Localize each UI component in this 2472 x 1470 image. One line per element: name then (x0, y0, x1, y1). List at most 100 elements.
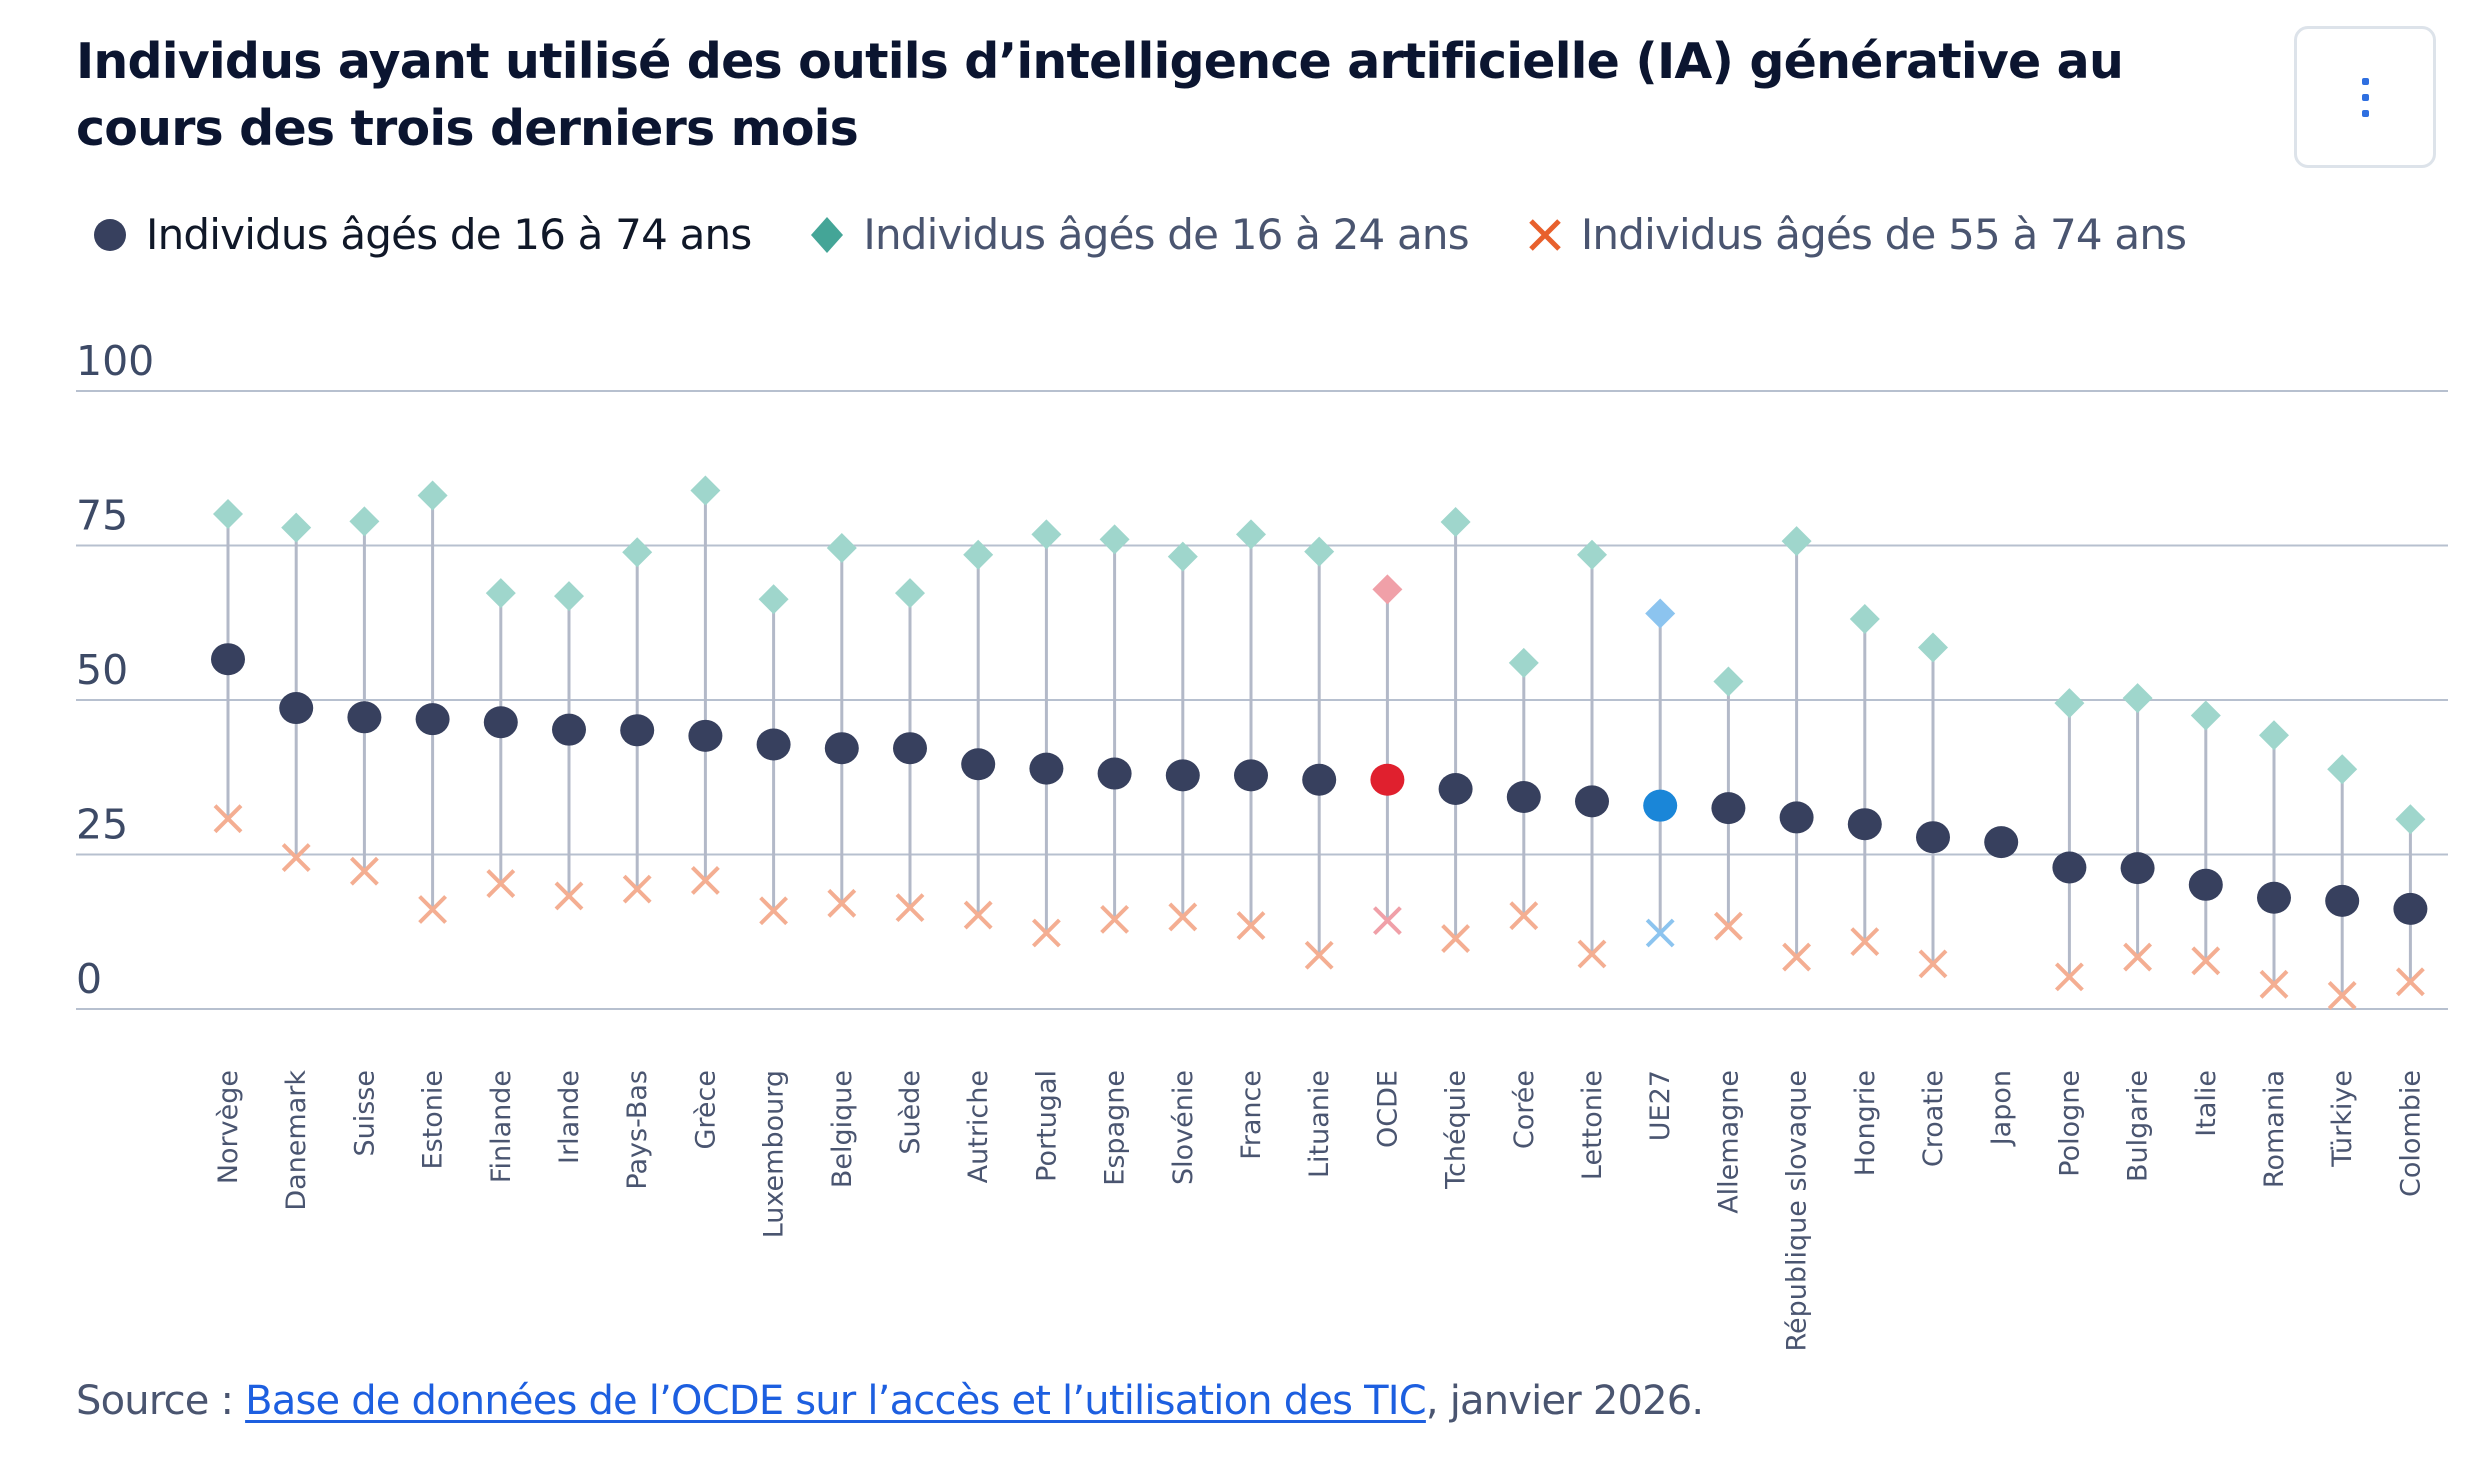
x-category-label: Autriche (963, 1070, 994, 1183)
point-55-74-25 (1918, 949, 1948, 979)
circle-marker-icon (94, 218, 126, 251)
point-16-74-22 (1711, 792, 1746, 825)
point-55-74-6 (622, 874, 652, 904)
point-55-74-2 (349, 856, 379, 886)
point-16-24-6 (622, 537, 653, 568)
point-16-74-31 (2325, 884, 2360, 917)
point-16-74-25 (1916, 821, 1950, 854)
point-55-74-22 (1713, 911, 1743, 941)
point-16-74-1 (279, 692, 314, 725)
point-16-74-28 (2120, 852, 2155, 885)
point-16-24-30 (2259, 720, 2289, 751)
legend-label: Individus âgés de 16 à 74 ans (146, 210, 752, 259)
point-16-24-4 (485, 578, 516, 609)
x-category-label: Luxembourg (759, 1070, 790, 1238)
source-prefix: Source : (76, 1378, 246, 1424)
point-16-24-25 (1918, 632, 1948, 663)
point-16-24-29 (2190, 700, 2221, 731)
point-55-74-7 (690, 866, 720, 895)
x-category-label: Portugal (1031, 1070, 1062, 1182)
point-16-74-20 (1575, 785, 1609, 818)
point-55-74-1 (281, 843, 311, 873)
point-16-24-2 (349, 506, 380, 537)
x-category-label: UE27 (1645, 1070, 1676, 1141)
point-16-24-14 (1167, 541, 1198, 572)
x-category-label: Norvège (213, 1070, 244, 1184)
point-16-74-10 (893, 732, 927, 765)
point-55-74-16 (1304, 940, 1334, 970)
point-16-74-26 (1984, 826, 2019, 859)
legend-item-16-74[interactable]: Individus âgés de 16 à 74 ans (88, 210, 752, 259)
point-55-74-29 (2191, 946, 2221, 976)
x-category-label: République slovaque (1782, 1070, 1813, 1351)
x-category-label: Hongrie (1850, 1070, 1881, 1176)
point-16-24-16 (1304, 536, 1335, 567)
point-55-74-12 (1031, 918, 1061, 948)
point-55-74-5 (554, 881, 584, 911)
point-16-74-27 (2052, 851, 2087, 884)
point-55-74-24 (1850, 927, 1880, 957)
point-16-74-24 (1847, 808, 1882, 841)
diamond-marker-icon (811, 216, 844, 253)
chart-title: Individus ayant utilisé des outils d’int… (76, 33, 2124, 157)
x-category-label: Türkiye (2327, 1070, 2358, 1168)
point-16-24-22 (1713, 666, 1744, 697)
x-category-label: Finlande (486, 1070, 517, 1183)
point-55-74-31 (2327, 980, 2357, 1010)
point-16-24-8 (758, 584, 789, 615)
point-16-74-21 (1643, 789, 1678, 822)
point-16-74-23 (1779, 801, 1814, 834)
y-tick-label: 0 (76, 955, 102, 1003)
x-category-label: Irlande (554, 1070, 585, 1164)
point-16-74-7 (688, 719, 723, 752)
point-55-74-15 (1236, 911, 1266, 940)
point-55-74-21 (1645, 918, 1675, 948)
point-16-24-17 (1372, 574, 1403, 605)
point-16-74-29 (2188, 868, 2223, 901)
legend-label: Individus âgés de 55 à 74 ans (1580, 210, 2187, 259)
point-16-24-19 (1508, 647, 1539, 678)
point-55-74-28 (2123, 942, 2153, 972)
cross-marker-icon (1529, 218, 1561, 251)
point-16-24-18 (1440, 507, 1471, 538)
point-16-24-0 (213, 498, 243, 529)
point-16-24-32 (2395, 804, 2426, 835)
legend-item-55-74[interactable]: Individus âgés de 55 à 74 ans (1523, 210, 2187, 259)
x-category-label: Croatie (1918, 1070, 1949, 1167)
x-category-label: Italie (2191, 1070, 2222, 1137)
vertical-ellipsis-icon (2361, 77, 2369, 85)
point-16-24-9 (826, 532, 857, 563)
point-55-74-27 (2054, 962, 2084, 992)
point-16-24-27 (2054, 688, 2085, 719)
source-note: Source : Base de données de l’OCDE sur l… (76, 1378, 1704, 1424)
point-16-24-1 (281, 512, 312, 543)
source-link[interactable]: Base de données de l’OCDE sur l’accès et… (245, 1378, 1427, 1424)
chart-menu-button[interactable] (2294, 26, 2436, 168)
point-16-74-9 (824, 732, 859, 765)
source-suffix: , janvier 2026. (1425, 1378, 1704, 1424)
dot-range-chart: 0 25 50 75 100 Norvège Danemark Suisse Estonie Fi… (76, 337, 2448, 1351)
point-16-74-16 (1302, 763, 1337, 796)
point-16-74-3 (415, 703, 450, 736)
point-55-74-23 (1782, 942, 1812, 972)
point-16-74-18 (1438, 772, 1473, 805)
x-category-label: Pologne (2054, 1070, 2085, 1177)
point-55-74-13 (1100, 904, 1130, 934)
x-category-label: Bulgarie (2123, 1070, 2154, 1182)
point-55-74-10 (895, 893, 925, 923)
point-55-74-18 (1441, 924, 1471, 953)
point-16-74-17 (1370, 763, 1405, 796)
y-tick-label: 75 (76, 492, 128, 540)
point-55-74-9 (827, 888, 857, 918)
legend-item-16-24[interactable]: Individus âgés de 16 à 24 ans (805, 210, 1470, 259)
point-16-74-15 (1234, 759, 1268, 792)
x-category-label: Allemagne (1713, 1070, 1744, 1214)
y-tick-label: 50 (76, 646, 128, 694)
x-category-label: OCDE (1372, 1070, 1403, 1148)
point-16-24-20 (1577, 539, 1607, 570)
point-55-74-8 (759, 896, 789, 926)
point-55-74-32 (2395, 967, 2425, 997)
point-55-74-11 (963, 900, 993, 930)
x-category-label: Slovénie (1168, 1070, 1199, 1185)
y-tick-label: 100 (76, 337, 154, 385)
